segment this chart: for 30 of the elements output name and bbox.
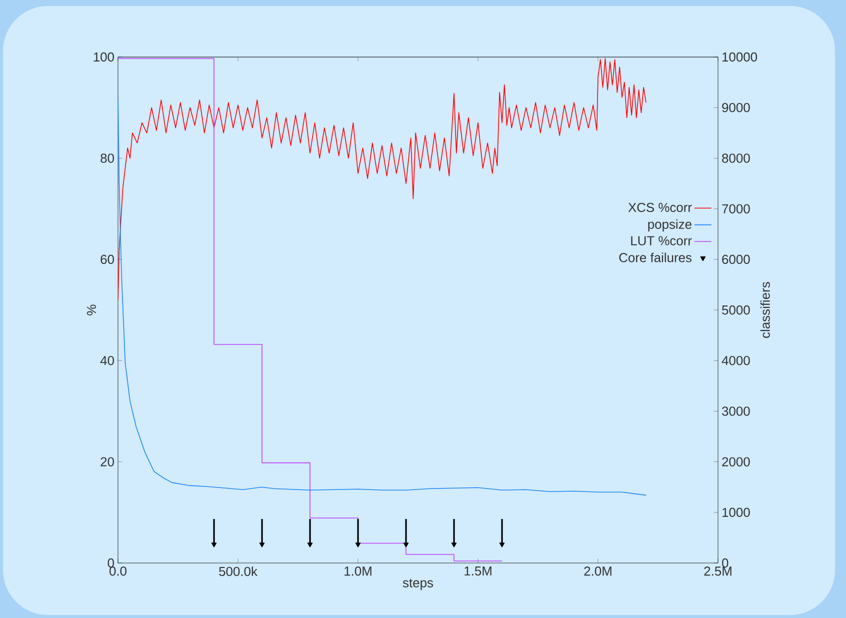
y-tick-label: 20 [100,457,114,466]
y-tick-label: 60 [100,254,114,264]
legend-label: Core failures [619,252,692,262]
x-tick-label: 0.0 [110,566,127,576]
y2-tick-label: 1000 [722,508,750,517]
y-tick-label: 0 [108,558,114,568]
y-tick-label: 100 [94,52,114,62]
y-tick-label: 80 [100,154,114,163]
y2-tick-label: 2000 [722,457,750,466]
y-axis-title: % [86,304,96,316]
y2-tick-label: 6000 [722,254,750,264]
x-tick-label: 500.0k [219,566,258,576]
y2-tick-label: 0 [722,558,728,568]
y2-tick-label: 8000 [722,154,750,163]
x-axis-title: steps [402,578,434,590]
x-tick-label: 1.5M [464,566,492,576]
legend-label: LUT %corr [631,236,692,246]
y2-tick-label: 9000 [722,103,750,112]
legend-label: popsize [648,219,692,232]
y-tick-label: 40 [100,356,114,366]
y2-tick-label: 5000 [722,305,750,315]
y2-axis-title: classifiers [760,282,770,338]
y2-tick-label: 3000 [722,406,750,416]
y2-tick-label: 4000 [722,356,750,366]
x-tick-label: 1.0M [344,566,372,576]
y2-tick-label: 7000 [722,204,750,214]
x-tick-label: 2.0M [584,566,612,576]
legend-label: XCS %corr [628,202,692,212]
y2-tick-label: 10000 [722,52,758,62]
x-tick-label: 2.5M [704,566,732,576]
